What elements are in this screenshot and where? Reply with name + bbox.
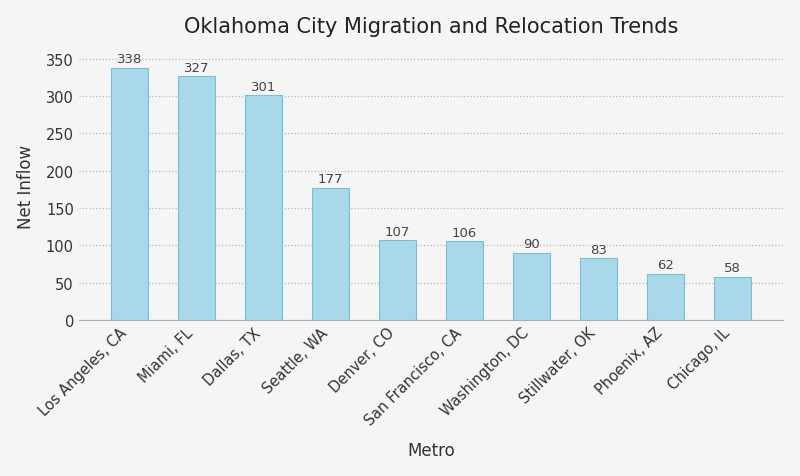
Y-axis label: Net Inflow: Net Inflow <box>17 144 34 228</box>
Text: 62: 62 <box>658 259 674 272</box>
Bar <box>647 274 684 320</box>
Bar <box>580 258 617 320</box>
Text: 338: 338 <box>117 53 142 66</box>
Bar <box>514 253 550 320</box>
Text: 83: 83 <box>590 243 607 256</box>
Title: Oklahoma City Migration and Relocation Trends: Oklahoma City Migration and Relocation T… <box>184 17 678 37</box>
Text: 301: 301 <box>250 81 276 94</box>
Bar <box>379 240 416 320</box>
Bar <box>245 96 282 320</box>
Text: 177: 177 <box>318 173 343 186</box>
Bar <box>178 77 214 320</box>
Text: 58: 58 <box>725 262 742 275</box>
Bar <box>312 188 349 320</box>
Bar <box>714 277 751 320</box>
Text: 106: 106 <box>452 226 478 239</box>
Bar <box>446 241 483 320</box>
Bar <box>110 69 148 320</box>
Text: 107: 107 <box>385 225 410 238</box>
Text: 90: 90 <box>523 238 540 251</box>
Text: 327: 327 <box>183 61 209 74</box>
X-axis label: Metro: Metro <box>407 441 455 459</box>
